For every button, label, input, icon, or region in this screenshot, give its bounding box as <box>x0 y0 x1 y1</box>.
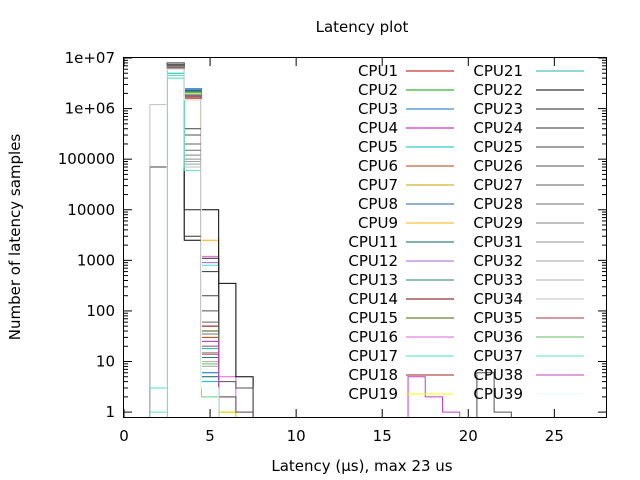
series-line-cpu29 <box>166 65 220 417</box>
series-line-cpu12 <box>166 68 220 417</box>
series-line-cpu38 <box>166 68 461 417</box>
y-tick-label: 1 <box>105 403 115 421</box>
series-line-cpu16 <box>166 68 254 417</box>
series-line-cpu27 <box>166 64 254 417</box>
legend-label-cpu23: CPU23 <box>473 100 523 118</box>
legend-label-cpu11: CPU11 <box>348 233 398 251</box>
series-line-cpu5 <box>166 72 220 417</box>
legend-label-cpu24: CPU24 <box>473 119 523 137</box>
series-line-cpu14 <box>166 66 220 417</box>
y-axis-label: Number of latency samples <box>6 134 24 341</box>
series-line-cpu15 <box>166 66 220 417</box>
legend-label-cpu1: CPU1 <box>358 62 398 80</box>
legend-label-cpu22: CPU22 <box>473 81 523 99</box>
legend-label-cpu16: CPU16 <box>348 328 398 346</box>
x-tick-label: 25 <box>545 427 564 445</box>
chart-title: Latency plot <box>316 18 409 36</box>
legend-label-cpu19: CPU19 <box>348 385 398 403</box>
series-line-cpu32 <box>166 67 220 417</box>
x-tick-label: 20 <box>459 427 478 445</box>
legend-label-cpu32: CPU32 <box>473 252 523 270</box>
y-tick-label: 100 <box>86 302 115 320</box>
legend-label-cpu31: CPU31 <box>473 233 523 251</box>
legend-label-cpu8: CPU8 <box>358 195 398 213</box>
series-line-cpu23 <box>166 65 220 417</box>
plot-lines <box>149 62 512 417</box>
legend-label-cpu4: CPU4 <box>358 119 398 137</box>
series-line-cpu11 <box>166 68 220 417</box>
x-tick-label: 5 <box>205 427 215 445</box>
legend-label-cpu17: CPU17 <box>348 347 398 365</box>
legend: CPU1CPU2CPU3CPU4CPU5CPU6CPU7CPU8CPU9CPU1… <box>348 62 584 403</box>
legend-label-cpu7: CPU7 <box>358 176 398 194</box>
series-line-cpu37 <box>149 75 220 417</box>
legend-label-cpu14: CPU14 <box>348 290 398 308</box>
series-line-cpu33 <box>166 68 220 417</box>
x-tick-label: 15 <box>373 427 392 445</box>
legend-label-cpu36: CPU36 <box>473 328 523 346</box>
legend-label-cpu9: CPU9 <box>358 214 398 232</box>
legend-label-cpu13: CPU13 <box>348 271 398 289</box>
series-line-cpu8 <box>166 65 220 417</box>
y-tick-label: 100000 <box>58 150 115 168</box>
legend-label-cpu34: CPU34 <box>473 290 523 308</box>
legend-label-cpu6: CPU6 <box>358 157 398 175</box>
legend-label-cpu21: CPU21 <box>473 62 523 80</box>
x-axis-label: Latency (µs), max 23 us <box>271 457 452 475</box>
legend-label-cpu25: CPU25 <box>473 138 523 156</box>
x-tick-label: 0 <box>119 427 129 445</box>
legend-label-cpu39: CPU39 <box>473 385 523 403</box>
y-tick-label: 10000 <box>67 201 115 219</box>
series-line-cpu39 <box>166 68 220 417</box>
y-axis-ticks: 1 10 100 1000 10000 100000 1e+06 1e+07 <box>58 49 606 421</box>
legend-label-cpu15: CPU15 <box>348 309 398 327</box>
y-tick-label: 1e+06 <box>65 100 115 118</box>
y-tick-label: 1e+07 <box>65 49 115 67</box>
series-line-cpu31 <box>166 66 220 417</box>
legend-label-cpu12: CPU12 <box>348 252 398 270</box>
legend-label-cpu35: CPU35 <box>473 309 523 327</box>
series-line-cpu36 <box>166 67 220 417</box>
y-tick-label: 10 <box>96 353 115 371</box>
legend-label-cpu5: CPU5 <box>358 138 398 156</box>
series-line-cpu2 <box>166 66 220 417</box>
series-line-cpu28 <box>166 65 220 417</box>
y-tick-label: 1000 <box>77 251 115 269</box>
series-line-cpu21 <box>166 66 220 417</box>
series-line-cpu35 <box>166 66 220 417</box>
legend-label-cpu18: CPU18 <box>348 366 398 384</box>
legend-label-cpu28: CPU28 <box>473 195 523 213</box>
legend-label-cpu33: CPU33 <box>473 271 523 289</box>
x-axis-ticks: 0 5 10 15 20 25 <box>119 58 564 445</box>
plot-frame <box>123 57 607 418</box>
legend-label-cpu3: CPU3 <box>358 100 398 118</box>
legend-label-cpu26: CPU26 <box>473 157 523 175</box>
legend-label-cpu29: CPU29 <box>473 214 523 232</box>
series-line-cpu13 <box>166 67 220 417</box>
legend-label-cpu27: CPU27 <box>473 176 523 194</box>
series-line-cpu26 <box>166 63 512 417</box>
legend-label-cpu37: CPU37 <box>473 347 523 365</box>
series-line-cpu9 <box>166 67 220 417</box>
legend-label-cpu2: CPU2 <box>358 81 398 99</box>
legend-label-cpu38: CPU38 <box>473 366 523 384</box>
series-line-cpu18 <box>166 65 220 417</box>
x-tick-label: 10 <box>287 427 306 445</box>
